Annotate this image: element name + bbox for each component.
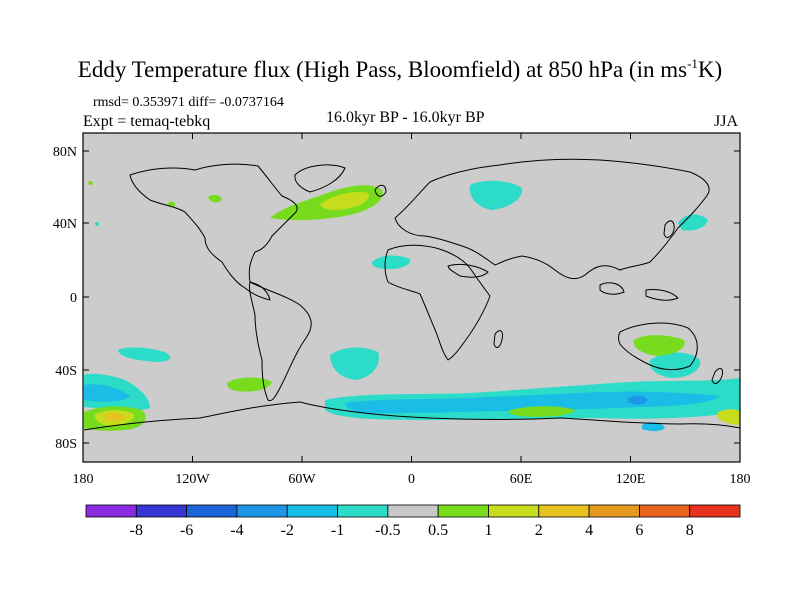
coast-new-guinea: [645, 289, 679, 301]
colorbar-swatch: [236, 504, 288, 518]
colorbar-label: 2: [535, 522, 543, 539]
colorbar-swatch: [286, 504, 338, 518]
coast-africa: [384, 244, 491, 361]
coast-borneo: [599, 282, 625, 295]
latitude-axis: 80N 40N 0 40S 80S: [53, 145, 740, 452]
negative-region-eurasia: [469, 180, 523, 210]
lon-label: 120E: [616, 472, 646, 487]
coast-madagascar: [493, 330, 503, 348]
negative-speck: [95, 221, 100, 227]
lon-label: 60E: [510, 472, 533, 487]
colorbar-swatch: [538, 504, 590, 518]
colorbar-swatch: [135, 504, 188, 518]
colorbar-label: 6: [635, 522, 643, 539]
negative-core-south-pacific-west: [84, 384, 130, 402]
positive-peak-south-pacific: [104, 413, 126, 421]
colorbar-swatch: [488, 504, 540, 518]
coast-arabia: [447, 263, 489, 278]
stats-label: rmsd= 0.353971 diff= -0.0737164: [93, 95, 284, 110]
negative-region-south-atlantic: [330, 347, 379, 380]
title-superscript: -1: [687, 56, 698, 71]
lat-label: 0: [70, 291, 77, 306]
coast-britain: [374, 184, 387, 197]
colorbar-swatch: [387, 504, 439, 518]
coast-antarctica: [83, 401, 741, 431]
positive-region-australia: [633, 335, 685, 356]
colorbar-label: -1: [331, 522, 344, 539]
colorbar: -8 -6 -4 -2 -1 -0.5 0.5 1 2 4 6 8: [85, 504, 741, 539]
lon-label: 180: [73, 472, 94, 487]
positive-region-canada: [208, 194, 222, 203]
colorbar-swatch: [588, 504, 640, 518]
colorbar-swatch: [437, 504, 489, 518]
chart-title: Eddy Temperature flux (High Pass, Bloomf…: [0, 56, 800, 83]
colorbar-label: 1: [484, 522, 492, 539]
negative-region-antarctic-edge: [642, 422, 665, 432]
title-main: Eddy Temperature flux (High Pass, Bloomf…: [77, 57, 688, 82]
colorbar-swatch: [85, 504, 137, 518]
negative-region-australia-south: [649, 352, 701, 378]
colorbar-label: -2: [281, 522, 294, 539]
coast-greenland: [294, 164, 346, 193]
coast-japan: [663, 220, 675, 238]
lon-label: 60W: [288, 472, 316, 487]
coast-australia: [618, 322, 698, 371]
colorbar-label: -4: [230, 522, 243, 539]
colorbar-label: -8: [130, 522, 143, 539]
lon-label: 120W: [175, 472, 210, 487]
colorbar-swatch: [186, 504, 238, 518]
colorbar-swatch: [638, 504, 691, 518]
colorbar-swatch: [337, 504, 389, 518]
positive-core-north-atlantic: [320, 192, 369, 210]
period-label: 16.0kyr BP - 16.0kyr BP: [326, 109, 485, 126]
colorbar-label: 8: [686, 522, 694, 539]
negative-core-southern-ocean: [345, 391, 720, 414]
coast-eurasia: [394, 158, 710, 280]
longitude-axis: 180 120W 60W 0 60E 120E 180: [73, 133, 751, 487]
lat-label: 40S: [55, 364, 77, 379]
lon-label: 180: [730, 472, 751, 487]
negative-deep-core-southern-ocean: [628, 395, 648, 405]
colorbar-label: -6: [180, 522, 193, 539]
title-end: K): [697, 57, 723, 82]
positive-speck: [88, 180, 93, 186]
anomaly-shading: [84, 180, 740, 432]
coast-new-zealand: [711, 368, 723, 384]
coast-south-america: [249, 281, 312, 402]
positive-region-southeast-pacific: [718, 409, 740, 425]
colorbar-label: 4: [585, 522, 593, 539]
positive-region-south-america: [227, 377, 272, 392]
lat-label: 40N: [53, 217, 77, 232]
season-label: JJA: [714, 113, 739, 130]
colorbar-label: 0.5: [428, 522, 448, 539]
lon-label: 0: [408, 472, 415, 487]
lat-label: 80S: [55, 437, 77, 452]
negative-region-mediterranean: [371, 255, 411, 270]
colorbar-swatch: [689, 504, 741, 518]
colorbar-label: -0.5: [375, 522, 400, 539]
coastlines: [83, 158, 741, 431]
negative-region-south-pacific-north: [118, 347, 171, 362]
negative-region-north-pacific: [678, 214, 708, 231]
positive-region-south-indian: [509, 406, 575, 417]
lat-label: 80N: [53, 145, 77, 160]
experiment-label: Expt = temaq-tebkq: [83, 113, 211, 130]
